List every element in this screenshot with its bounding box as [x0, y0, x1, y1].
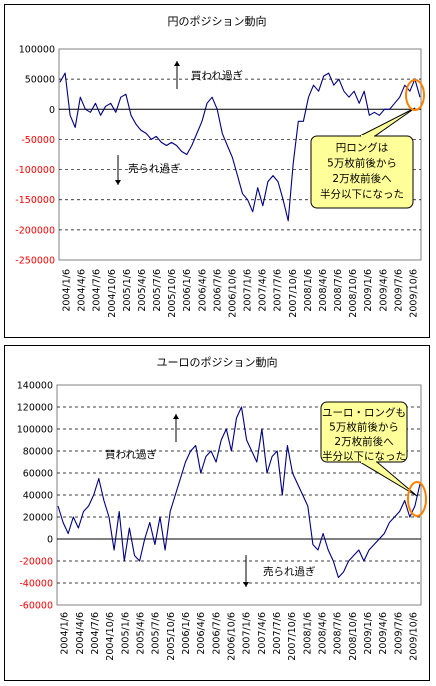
x-tick-label: 2004/10/6 — [105, 612, 116, 661]
x-tick-label: 2005/1/6 — [122, 269, 133, 312]
x-tick-label: 2006/1/6 — [181, 612, 192, 655]
y-tick-label: 50000 — [25, 75, 55, 86]
chart-title: 円のポジション動向 — [167, 15, 267, 28]
y-tick-label: 20000 — [23, 513, 53, 524]
x-tick-label: 2008/4/6 — [317, 612, 328, 655]
series-line — [57, 406, 421, 579]
x-tick-label: 2007/4/6 — [257, 612, 268, 655]
y-tick-label: 0 — [47, 535, 53, 546]
x-tick-label: 2004/1/6 — [62, 269, 73, 312]
x-tick-label: 2008/7/6 — [333, 612, 344, 655]
x-tick-label: 2007/4/6 — [258, 269, 269, 312]
callout-line: ユーロ・ロングも — [322, 406, 406, 419]
euro-chart-panel: ユーロのポジション動向 140000 120000 100000 80000 60000… — [4, 345, 430, 681]
y-tick-label: -150000 — [15, 195, 55, 206]
yen-chart-panel: 円のポジション動向 100000 50000 0 -50000 -100000 -1500… — [4, 4, 430, 338]
callout-line: 2万枚前後へ — [334, 435, 393, 448]
x-tick-label: 2008/1/6 — [302, 612, 313, 655]
x-tick-label: 2005/7/6 — [151, 612, 162, 655]
y-tick-label: -50000 — [21, 135, 55, 146]
y-tick-label: -20000 — [19, 557, 53, 568]
x-tick-label: 2008/1/6 — [303, 269, 314, 312]
x-tick-label: 2009/1/6 — [363, 612, 374, 655]
x-tick-label: 2006/1/6 — [182, 269, 193, 312]
x-tick-label: 2006/10/6 — [226, 612, 237, 661]
y-tick-label: -40000 — [19, 579, 53, 590]
series-line — [59, 72, 421, 222]
x-tick-label: 2005/4/6 — [137, 269, 148, 312]
x-tick-label: 2004/4/6 — [75, 612, 86, 655]
x-tick-label: 2005/10/6 — [167, 269, 178, 318]
x-tick-label: 2009/10/6 — [408, 269, 419, 318]
overbought-label: 買われ過ぎ — [105, 448, 157, 461]
x-tick-label: 2007/7/6 — [273, 269, 284, 312]
x-tick-label: 2008/7/6 — [333, 269, 344, 312]
x-tick-label: 2006/4/6 — [197, 269, 208, 312]
x-tick-label: 2005/4/6 — [135, 612, 146, 655]
arrow-head — [115, 180, 121, 185]
x-tick-label: 2009/4/6 — [378, 612, 389, 655]
x-tick-label: 2005/1/6 — [120, 612, 131, 655]
x-tick-label: 2004/7/6 — [92, 269, 103, 312]
x-tick-label: 2009/7/6 — [393, 612, 404, 655]
y-tick-label: -100000 — [15, 165, 55, 176]
y-tick-label: 80000 — [23, 447, 53, 458]
y-tick-label: 120000 — [17, 403, 53, 414]
x-tick-label: 2004/7/6 — [90, 612, 101, 655]
arrow-head — [174, 61, 180, 66]
y-tick-label: -60000 — [19, 601, 53, 612]
x-tick-label: 2006/10/6 — [227, 269, 238, 318]
x-tick-label: 2004/4/6 — [77, 269, 88, 312]
x-tick-label: 2009/1/6 — [363, 269, 374, 312]
y-tick-label: 100000 — [17, 425, 53, 436]
y-tick-label: 60000 — [23, 469, 53, 480]
x-tick-label: 2004/1/6 — [60, 612, 71, 655]
y-tick-label: 140000 — [17, 381, 53, 392]
y-tick-label: -200000 — [15, 225, 55, 236]
arrow-head — [243, 582, 249, 587]
x-tick-label: 2007/1/6 — [243, 269, 254, 312]
oversold-label: 売られ過ぎ — [128, 162, 181, 175]
y-tick-label: 40000 — [23, 491, 53, 502]
x-tick-label: 2007/7/6 — [272, 612, 283, 655]
callout-line: 5万枚前後から — [327, 157, 397, 170]
x-tick-label: 2008/10/6 — [348, 269, 359, 318]
euro-position-chart: 140000 120000 100000 80000 60000 40000 20000 0 -… — [17, 381, 427, 661]
x-tick-label: 2005/7/6 — [152, 269, 163, 312]
highlight-ellipse — [407, 481, 427, 517]
y-tick-label: 0 — [49, 105, 55, 116]
arrow-head — [173, 414, 179, 419]
x-tick-label: 2006/4/6 — [196, 612, 207, 655]
highlight-ellipse — [405, 79, 425, 111]
x-tick-label: 2007/10/6 — [287, 612, 298, 661]
yen-position-chart: 100000 50000 0 -50000 -100000 -150000 -200000 -… — [15, 45, 425, 318]
x-tick-label: 2009/7/6 — [393, 269, 404, 312]
oversold-label: 売られ過ぎ — [263, 565, 316, 578]
y-tick-label: 100000 — [19, 45, 55, 56]
callout-line: 円ロングは — [336, 141, 389, 154]
callout-line: 半分以下になった — [322, 450, 406, 463]
x-tick-label: 2004/10/6 — [107, 269, 118, 318]
x-tick-label: 2007/10/6 — [288, 269, 299, 318]
callout-line: 5万枚前後から — [329, 421, 399, 434]
x-tick-label: 2006/7/6 — [212, 269, 223, 312]
x-tick-label: 2008/4/6 — [318, 269, 329, 312]
callout-line: 半分以下になった — [320, 188, 404, 201]
x-tick-label: 2007/1/6 — [242, 612, 253, 655]
x-tick-label: 2009/10/6 — [408, 612, 419, 661]
chart-title: ユーロのポジション動向 — [156, 356, 278, 369]
y-tick-label: -250000 — [15, 256, 55, 267]
x-tick-label: 2009/4/6 — [378, 269, 389, 312]
x-tick-label: 2006/7/6 — [211, 612, 222, 655]
x-tick-label: 2008/10/6 — [348, 612, 359, 661]
x-tick-label: 2005/10/6 — [166, 612, 177, 661]
overbought-label: 買われ過ぎ — [191, 69, 243, 82]
callout-line: 2万枚前後へ — [332, 172, 391, 185]
